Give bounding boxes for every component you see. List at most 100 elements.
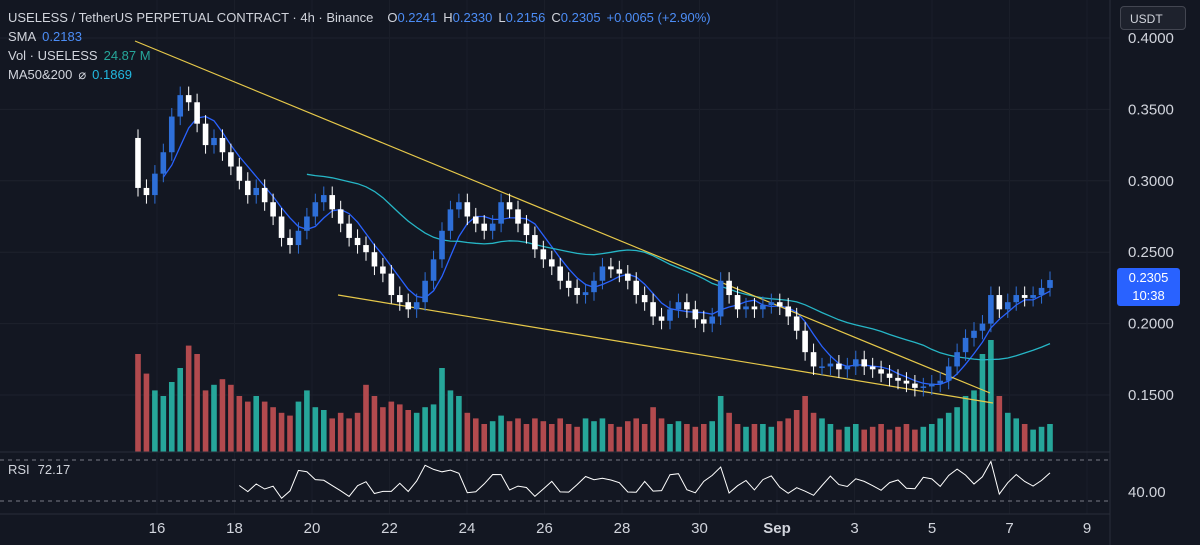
y-tick-label: 0.2000 bbox=[1128, 316, 1174, 333]
rsi-panel: 40.00 bbox=[0, 459, 1166, 502]
volume-bar bbox=[979, 354, 986, 452]
candle-body bbox=[135, 137, 141, 188]
candle-body bbox=[177, 95, 184, 117]
volume-label[interactable]: Vol · USELESS bbox=[8, 48, 98, 63]
x-tick-label: 16 bbox=[149, 520, 166, 537]
candle-body bbox=[489, 223, 496, 231]
volume-bar bbox=[743, 426, 749, 452]
volume-bar bbox=[624, 421, 631, 452]
volume-bar bbox=[793, 410, 800, 452]
rsi-line bbox=[239, 460, 1051, 500]
x-tick-label: 22 bbox=[381, 520, 398, 537]
volume-bar bbox=[760, 424, 766, 452]
price-axis: 0.4000 0.3500 0.3000 0.2500 0.2000 0.1500 bbox=[0, 0, 1174, 545]
volume-bar bbox=[954, 407, 960, 452]
candle-body bbox=[270, 202, 276, 217]
candle-body bbox=[869, 366, 876, 370]
ma-icon: ⌀ bbox=[78, 67, 87, 82]
volume-bar bbox=[1047, 424, 1053, 452]
volume-bar bbox=[937, 418, 944, 452]
currency-button[interactable]: USDT bbox=[1120, 6, 1186, 30]
volume-bar bbox=[160, 396, 167, 452]
candle-body bbox=[616, 269, 623, 274]
volume-bar bbox=[988, 340, 994, 452]
volume-bar bbox=[371, 396, 378, 452]
volume-bar bbox=[734, 424, 741, 452]
candle-body bbox=[523, 223, 530, 236]
candle-body bbox=[734, 295, 741, 310]
candle-body bbox=[532, 235, 538, 250]
candle-body bbox=[971, 330, 977, 338]
volume-bar bbox=[912, 429, 918, 452]
rsi-label[interactable]: RSI bbox=[8, 462, 30, 477]
candle-body bbox=[152, 173, 158, 196]
candle-body bbox=[337, 209, 344, 224]
x-tick-label: 30 bbox=[691, 520, 708, 537]
volume-bar bbox=[363, 384, 369, 452]
open-label: O bbox=[387, 10, 398, 25]
candle-body bbox=[793, 316, 800, 331]
volume-bar bbox=[185, 345, 192, 452]
candle-body bbox=[776, 302, 783, 307]
volume-bars bbox=[135, 340, 1053, 452]
volume-bar bbox=[329, 418, 336, 452]
ma-label[interactable]: MA50&200 bbox=[8, 67, 73, 82]
candle-body bbox=[312, 202, 319, 217]
candle-body bbox=[827, 363, 834, 367]
volume-bar bbox=[261, 401, 268, 452]
candle-body bbox=[244, 180, 251, 196]
candle-body bbox=[143, 187, 150, 196]
sma-label[interactable]: SMA bbox=[8, 29, 37, 44]
candle-body bbox=[363, 245, 369, 253]
candle-body bbox=[650, 302, 656, 317]
volume-bar bbox=[574, 426, 580, 452]
lower-trendline bbox=[337, 294, 994, 404]
candle-body bbox=[253, 187, 260, 196]
volume-bar bbox=[135, 354, 141, 452]
volume-bar bbox=[557, 418, 564, 452]
candle-body bbox=[236, 166, 243, 181]
candle-body bbox=[261, 187, 268, 203]
volume-bar bbox=[295, 401, 302, 452]
volume-bar bbox=[962, 396, 969, 452]
volume-bar bbox=[515, 418, 521, 452]
candle-body bbox=[726, 280, 732, 296]
volume-bar bbox=[717, 396, 724, 452]
volume-value: 24.87 M bbox=[103, 48, 151, 63]
candle-body bbox=[540, 249, 547, 260]
volume-bar bbox=[1021, 424, 1028, 452]
candle-body bbox=[574, 287, 580, 296]
volume-bar bbox=[278, 412, 285, 452]
candle-body bbox=[371, 252, 378, 267]
volume-bar bbox=[304, 390, 310, 452]
volume-bar bbox=[548, 424, 555, 452]
volume-bar bbox=[152, 390, 158, 452]
candle-body bbox=[1038, 287, 1045, 296]
candle-body bbox=[1004, 302, 1011, 310]
volume-bar bbox=[971, 390, 977, 452]
volume-bar bbox=[810, 412, 817, 452]
volume-bar bbox=[886, 429, 893, 452]
rsi-value: 72.17 bbox=[37, 462, 71, 477]
volume-bar bbox=[675, 421, 682, 452]
sma-line bbox=[162, 115, 1051, 386]
y-tick-label: 0.3000 bbox=[1128, 173, 1174, 190]
volume-bar bbox=[177, 368, 184, 452]
candle-body bbox=[751, 306, 758, 310]
volume-bar bbox=[700, 424, 707, 452]
candle-body bbox=[700, 319, 707, 324]
candle-body bbox=[599, 266, 606, 281]
candle-body bbox=[624, 273, 631, 281]
candle-body bbox=[852, 359, 859, 367]
candle-body bbox=[228, 152, 234, 167]
volume-bar bbox=[684, 424, 690, 452]
candle-body bbox=[903, 380, 910, 384]
volume-bar bbox=[692, 426, 699, 452]
candle-body bbox=[380, 266, 386, 274]
candle-body bbox=[819, 366, 825, 368]
candle-body bbox=[591, 280, 597, 293]
volume-bar bbox=[456, 396, 462, 452]
indicator-lines bbox=[134, 40, 1051, 404]
open-value: 0.2241 bbox=[397, 10, 438, 25]
